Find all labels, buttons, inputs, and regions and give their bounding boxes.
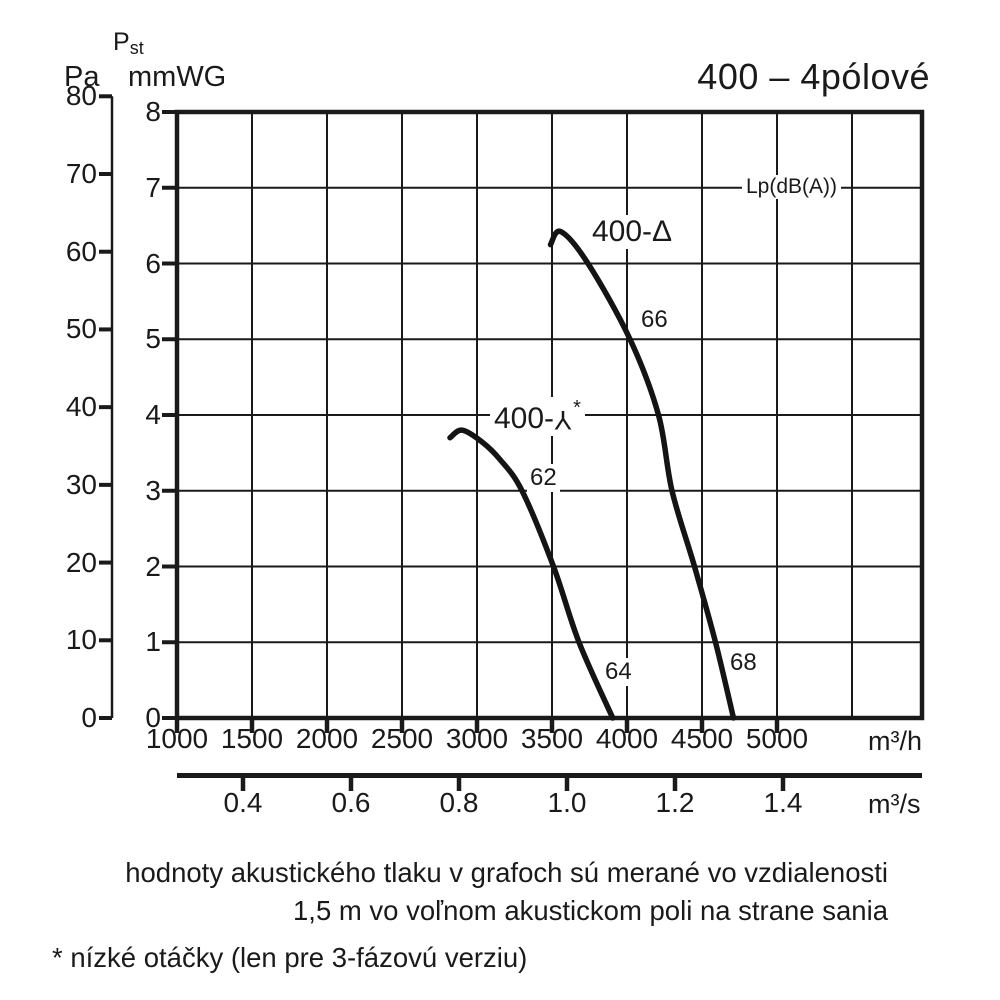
- m3h-tick-label: 5000: [745, 723, 809, 754]
- mmwg-tick-label: 3: [145, 474, 161, 506]
- mmwg-tick-label: 7: [145, 171, 161, 203]
- pa-axis-unit: Pa: [64, 61, 100, 93]
- m3s-tick-label: 0.4: [223, 787, 263, 818]
- m3s-axis-unit: m³/s: [868, 789, 921, 819]
- pst-quantity-label: Pst: [113, 28, 144, 59]
- db-label-star-lower: 64: [602, 658, 635, 686]
- star-connection-symbol: Y: [554, 405, 573, 435]
- db-label-delta-lower: 68: [727, 649, 760, 677]
- m3h-tick-label: 4000: [595, 723, 659, 754]
- star-footnote-marker: *: [573, 397, 581, 419]
- delta-curve: [547, 228, 737, 721]
- pa-tick-label: 50: [65, 313, 97, 345]
- note-line-2: 1,5 m vo voľnom akustickom poli na stran…: [293, 895, 888, 926]
- pa-tick-label: 10: [65, 624, 97, 656]
- acoustic-measurement-note: hodnoty akustického tlaku v grafoch sú m…: [28, 854, 888, 930]
- star-curve-label: 400-Y*: [490, 397, 585, 436]
- pst-p: P: [113, 28, 130, 56]
- db-label-star-upper: 62: [527, 464, 560, 492]
- m3s-tick-label: 1.2: [655, 787, 695, 818]
- page-title: 400 – 4pólové: [697, 56, 930, 97]
- m3s-tick-label: 0.6: [331, 787, 371, 818]
- mmwg-tick-label: 2: [145, 550, 161, 582]
- m3s-tick-label: 1.0: [547, 787, 587, 818]
- m3s-tick-label: 1.4: [763, 787, 803, 818]
- pa-tick-label: 70: [65, 158, 97, 189]
- mmwg-tick-label: 4: [145, 399, 161, 430]
- m3h-tick-label: 2500: [370, 723, 434, 754]
- m3h-tick-label: 1000: [145, 723, 209, 754]
- m3s-tick-label: 0.8: [439, 787, 479, 818]
- mmwg-tick-label: 1: [145, 626, 161, 658]
- star-curve: [447, 427, 616, 721]
- m3h-tick-label: 1500: [220, 723, 284, 754]
- pa-tick-label: 20: [65, 546, 97, 578]
- m3h-axis-unit: m³/h: [868, 726, 922, 756]
- note-line-1: hodnoty akustického tlaku v grafoch sú m…: [125, 857, 888, 888]
- mmwg-tick-label: 0: [145, 702, 161, 733]
- m3h-tick-label: 2000: [295, 723, 359, 754]
- mmwg-axis-unit: mmWG: [128, 61, 227, 93]
- mmwg-tick-label: 6: [145, 247, 161, 279]
- sound-pressure-level-annotation: Lp(dB(A)): [742, 175, 842, 199]
- pst-subscript: st: [129, 38, 144, 58]
- pa-tick-label: 80: [65, 80, 97, 112]
- low-speed-footnote: * nízké otáčky (len pre 3-fázovú verziu): [52, 942, 528, 973]
- mmwg-tick-label: 8: [145, 96, 161, 127]
- pa-tick-label: 0: [81, 702, 97, 733]
- db-label-delta-upper: 66: [638, 306, 671, 334]
- m3h-tick-label: 3000: [445, 723, 509, 754]
- pa-tick-label: 40: [65, 391, 97, 423]
- m3h-tick-label: 4500: [670, 723, 734, 754]
- m3h-tick-label: 3500: [520, 723, 584, 754]
- star-curve-label-prefix: 400-: [494, 402, 555, 435]
- delta-curve-label: 400-Δ: [588, 215, 677, 249]
- pa-tick-label: 30: [65, 468, 97, 500]
- pa-tick-label: 60: [65, 235, 97, 267]
- mmwg-tick-label: 5: [145, 323, 161, 355]
